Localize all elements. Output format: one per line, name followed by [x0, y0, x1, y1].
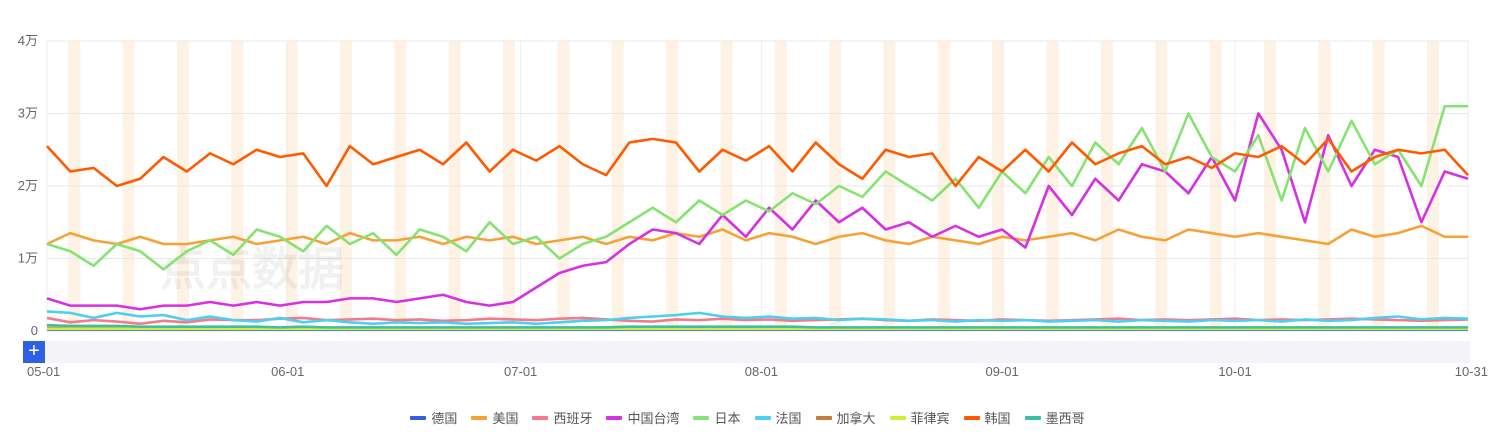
legend-swatch-icon: [815, 415, 832, 420]
legend-label: 美国: [492, 411, 519, 426]
line-chart: 点点数据 0 1万 2万 3万 4万 05-01 06-01 07-01 08-01 09-01…: [18, 33, 1488, 379]
legend-item[interactable]: 德国: [410, 408, 457, 427]
legend-item[interactable]: 日本: [693, 408, 741, 427]
y-tick-label: 2万: [18, 178, 38, 193]
y-tick-label: 0: [31, 323, 38, 338]
series-line-4[interactable]: [46, 104, 1468, 271]
y-tick-label: 1万: [18, 251, 38, 266]
x-tick-label: 05-01: [27, 364, 60, 379]
legend-swatch-icon: [606, 415, 623, 420]
legend-label: 加拿大: [836, 411, 876, 426]
legend-label: 德国: [431, 411, 458, 426]
zoom-expand-button[interactable]: +: [23, 341, 45, 363]
legend-item[interactable]: 美国: [471, 408, 518, 427]
x-tick-label: 06-01: [271, 364, 304, 379]
series-line-8[interactable]: [46, 137, 1469, 188]
legend-swatch-icon: [754, 415, 771, 420]
series-line-1[interactable]: [46, 224, 1468, 246]
legend-label: 中国台湾: [627, 411, 680, 426]
series-line-5[interactable]: [46, 310, 1469, 326]
series-line-3[interactable]: [46, 112, 1469, 311]
legend: 德国 美国 西班牙 中国台湾 日本 法国 加拿大 菲律宾 韩国 墨西哥: [0, 408, 1495, 427]
legend-label: 韩国: [984, 411, 1011, 426]
x-tick-label: 09-01: [985, 364, 1018, 379]
x-tick-label: 10-31: [1455, 364, 1488, 379]
x-tick-label: 08-01: [745, 364, 778, 379]
legend-item[interactable]: 中国台湾: [606, 408, 679, 427]
legend-item[interactable]: 墨西哥: [1024, 408, 1085, 427]
legend-item[interactable]: 加拿大: [815, 408, 876, 427]
legend-label: 法国: [775, 411, 802, 426]
legend-item[interactable]: 西班牙: [532, 408, 592, 427]
legend-item[interactable]: 韩国: [963, 408, 1011, 427]
y-tick-label: 4万: [18, 33, 38, 48]
legend-swatch-icon: [1024, 415, 1041, 420]
legend-swatch-icon: [532, 415, 549, 420]
series-line-9[interactable]: [46, 323, 1468, 329]
legend-swatch-icon: [963, 415, 980, 420]
x-tick-label: 07-01: [504, 364, 537, 379]
zoom-slider-track[interactable]: [23, 341, 1470, 363]
legend-swatch-icon: [471, 415, 488, 420]
legend-swatch-icon: [889, 415, 906, 420]
legend-item[interactable]: 菲律宾: [889, 408, 950, 427]
legend-label: 墨西哥: [1045, 411, 1085, 426]
legend-label: 日本: [714, 411, 741, 426]
legend-swatch-icon: [410, 415, 427, 420]
legend-swatch-icon: [693, 415, 710, 420]
legend-item[interactable]: 法国: [754, 408, 802, 427]
legend-label: 西班牙: [553, 411, 593, 426]
legend-label: 菲律宾: [910, 411, 950, 426]
watermark-logo: 点点数据: [160, 243, 344, 295]
x-tick-label: 10-01: [1218, 364, 1251, 379]
y-tick-label: 3万: [18, 106, 38, 121]
